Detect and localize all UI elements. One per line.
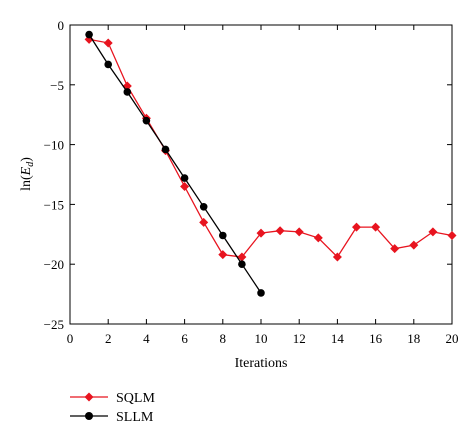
data-point-sllm bbox=[219, 231, 227, 240]
data-point-sqlm bbox=[294, 227, 304, 237]
data-point-sqlm bbox=[352, 222, 361, 232]
series-line-sllm bbox=[88, 34, 262, 294]
legend-label-sllm: SLLM bbox=[116, 410, 154, 425]
y-tick-label: 0 bbox=[58, 18, 65, 33]
x-tick-label: 8 bbox=[220, 331, 227, 346]
legend-marker-sllm bbox=[85, 412, 93, 420]
data-point-sqlm bbox=[447, 230, 457, 240]
x-tick-label: 2 bbox=[105, 331, 112, 346]
data-point-sqlm bbox=[409, 240, 419, 250]
x-tick-label: 18 bbox=[407, 331, 420, 346]
data-point-sqlm bbox=[237, 252, 247, 262]
data-point-sllm bbox=[104, 60, 112, 69]
data-point-sllm bbox=[85, 30, 93, 39]
y-axis-label-suffix: ) bbox=[19, 157, 34, 162]
x-axis-ticks: 0 2 4 6 8 10 12 14 16 18 20 bbox=[67, 25, 459, 346]
y-tick-label: −25 bbox=[44, 317, 64, 332]
y-axis-label: ln(Ed) bbox=[19, 157, 36, 191]
data-point-sqlm bbox=[199, 217, 209, 227]
x-tick-label: 6 bbox=[181, 331, 188, 346]
x-tick-label: 4 bbox=[143, 331, 150, 346]
series-line-sqlm bbox=[88, 38, 453, 259]
data-point-sqlm bbox=[390, 244, 400, 254]
data-point-sllm bbox=[199, 202, 208, 211]
x-axis-label: Iterations bbox=[235, 356, 288, 371]
data-point-sqlm bbox=[428, 227, 438, 237]
data-point-sllm bbox=[238, 260, 246, 269]
data-point-sllm bbox=[180, 174, 189, 182]
y-axis-label-prefix: ln( bbox=[19, 175, 34, 191]
x-tick-label: 10 bbox=[255, 331, 268, 346]
y-tick-label: −5 bbox=[50, 78, 64, 93]
series-layer bbox=[84, 30, 457, 297]
data-point-sqlm bbox=[371, 222, 381, 232]
data-point-sqlm bbox=[218, 250, 228, 260]
legend: SQLM SLLM bbox=[70, 391, 155, 425]
legend-item-sqlm: SQLM bbox=[70, 391, 155, 406]
data-point-sllm bbox=[123, 88, 132, 96]
data-point-sqlm bbox=[275, 226, 285, 236]
y-tick-label: −20 bbox=[44, 257, 64, 272]
data-point-sllm bbox=[257, 289, 265, 297]
x-tick-label: 12 bbox=[293, 331, 306, 346]
y-axis-label-subscript: d bbox=[25, 161, 36, 167]
y-axis-label-variable: E bbox=[19, 166, 34, 176]
series-sqlm bbox=[84, 34, 457, 262]
y-axis-ticks: 0 −5 −10 −15 −20 −25 bbox=[44, 18, 452, 332]
legend-label-sqlm: SQLM bbox=[116, 391, 155, 406]
data-point-sqlm bbox=[256, 228, 266, 238]
data-point-sqlm bbox=[313, 233, 323, 243]
series-sllm bbox=[85, 30, 265, 297]
data-point-sllm bbox=[142, 116, 151, 125]
data-point-sqlm bbox=[103, 38, 113, 48]
data-point-sqlm bbox=[332, 252, 342, 262]
x-tick-label: 0 bbox=[67, 331, 74, 346]
x-tick-label: 20 bbox=[446, 331, 459, 346]
plot-frame bbox=[69, 24, 453, 325]
data-point-sllm bbox=[161, 145, 170, 154]
y-tick-label: −10 bbox=[44, 138, 64, 153]
x-tick-label: 16 bbox=[369, 331, 383, 346]
legend-marker-sqlm bbox=[84, 392, 94, 402]
y-tick-label: −15 bbox=[44, 197, 64, 212]
x-tick-label: 14 bbox=[331, 331, 345, 346]
data-point-sqlm bbox=[180, 181, 190, 191]
legend-item-sllm: SLLM bbox=[70, 410, 154, 425]
